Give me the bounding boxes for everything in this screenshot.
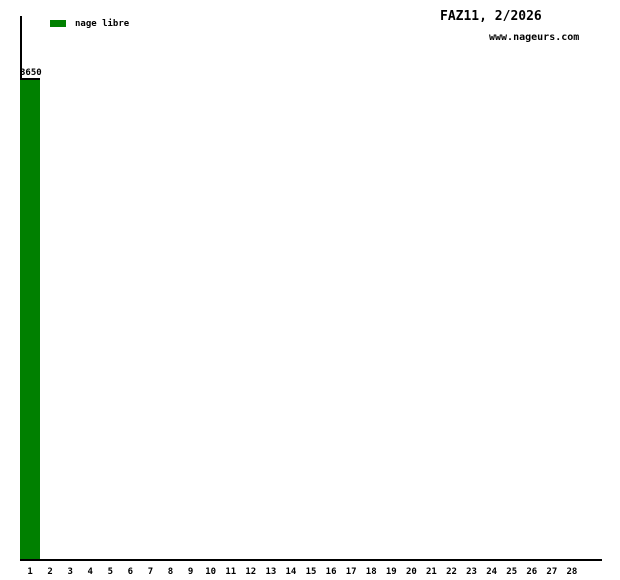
website-label: www.nageurs.com bbox=[489, 32, 580, 43]
x-tick-label-6: 6 bbox=[127, 567, 134, 577]
x-tick-label-22: 22 bbox=[446, 567, 457, 577]
x-tick-label-14: 14 bbox=[285, 567, 297, 577]
x-tick-label-15: 15 bbox=[305, 567, 317, 577]
x-tick-label-8: 8 bbox=[167, 567, 174, 577]
x-tick-label-19: 19 bbox=[385, 567, 397, 577]
x-tick-label-4: 4 bbox=[87, 567, 93, 577]
x-tick-label-1: 1 bbox=[27, 567, 33, 577]
x-tick-label-11: 11 bbox=[225, 567, 237, 577]
x-tick-label-7: 7 bbox=[147, 567, 154, 577]
x-tick-label-3: 3 bbox=[67, 567, 73, 577]
legend-color-swatch bbox=[50, 20, 66, 27]
x-axis-line bbox=[20, 559, 602, 561]
x-tick-label-21: 21 bbox=[426, 567, 437, 577]
x-tick-label-2: 2 bbox=[47, 567, 53, 577]
x-tick-label-20: 20 bbox=[405, 567, 417, 577]
x-tick-label-23: 23 bbox=[466, 567, 477, 577]
x-tick-label-25: 25 bbox=[506, 567, 518, 577]
x-tick-label-18: 18 bbox=[365, 567, 377, 577]
x-tick-label-10: 10 bbox=[205, 567, 217, 577]
x-tick-label-5: 5 bbox=[107, 567, 114, 577]
x-tick-label-26: 26 bbox=[526, 567, 538, 577]
x-tick-label-28: 28 bbox=[566, 567, 578, 577]
legend-series-label: nage libre bbox=[75, 19, 130, 29]
x-tick-label-27: 27 bbox=[546, 567, 558, 577]
x-tick-label-16: 16 bbox=[325, 567, 337, 577]
bar-value-label: 3650 bbox=[20, 68, 42, 78]
bar-day-1 bbox=[20, 78, 40, 559]
chart-title: FAZ11, 2/2026 bbox=[440, 9, 542, 24]
x-tick-label-24: 24 bbox=[486, 567, 498, 577]
x-tick-label-17: 17 bbox=[345, 567, 357, 577]
x-tick-label-13: 13 bbox=[265, 567, 277, 577]
x-tick-label-9: 9 bbox=[187, 567, 194, 577]
x-tick-label-12: 12 bbox=[245, 567, 257, 577]
